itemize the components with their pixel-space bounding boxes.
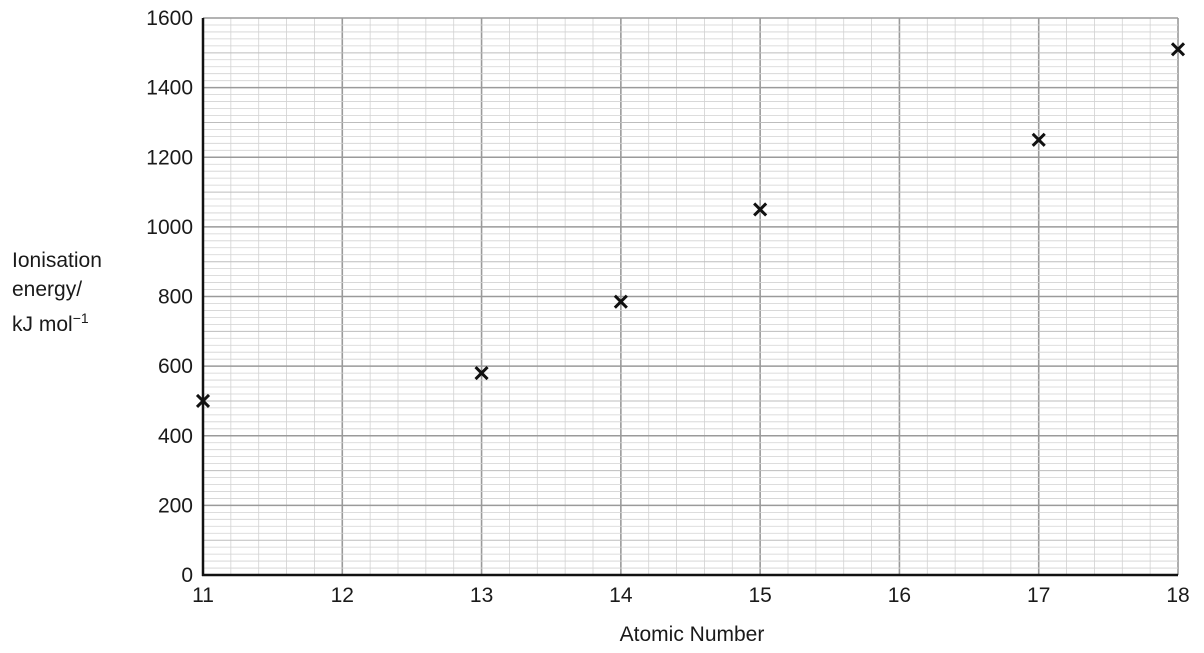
y-tick-label: 200: [158, 494, 193, 517]
y-tick-label: 1000: [146, 216, 193, 239]
y-tick-label: 0: [181, 564, 193, 587]
y-axis-title-line-1: Ionisation: [12, 249, 102, 272]
x-axis-title: Atomic Number: [620, 623, 765, 646]
x-tick-label: 18: [1166, 584, 1189, 607]
data-points: [195, 42, 1186, 408]
tick-labels: 0 200 400 600 800 1000 1200 1400 1600 11 12 13 14 15 1…: [146, 7, 1189, 607]
x-tick-label: 13: [470, 584, 493, 607]
x-tick-label: 17: [1027, 584, 1050, 607]
x-tick-label: 11: [192, 584, 214, 607]
data-point-marker: [753, 202, 768, 217]
x-tick-label: 12: [331, 584, 354, 607]
x-tick-label: 15: [748, 584, 771, 607]
y-axis-unit: kJ mol: [12, 313, 73, 336]
y-tick-label: 400: [158, 425, 193, 448]
data-point-marker: [474, 366, 489, 381]
y-axis-title-line-3: kJ mol−1: [12, 304, 102, 339]
y-tick-label: 600: [158, 355, 193, 378]
data-point-marker: [613, 294, 628, 309]
axes: [201, 18, 1178, 577]
data-point-marker: [1031, 132, 1046, 147]
y-tick-label: 800: [158, 286, 193, 309]
y-tick-label: 1400: [146, 77, 193, 100]
y-axis-title-line-2: energy/: [12, 278, 83, 301]
y-tick-label: 1600: [146, 7, 193, 30]
x-tick-label: 16: [888, 584, 911, 607]
x-tick-label: 14: [609, 584, 633, 607]
y-tick-label: 1200: [146, 146, 193, 169]
grid: [202, 17, 1179, 576]
data-point-marker: [195, 393, 211, 408]
data-point-marker: [1170, 42, 1186, 57]
y-axis-unit-exponent: −1: [72, 310, 89, 326]
y-axis-title: Ionisation energy/ kJ mol−1: [12, 246, 102, 339]
